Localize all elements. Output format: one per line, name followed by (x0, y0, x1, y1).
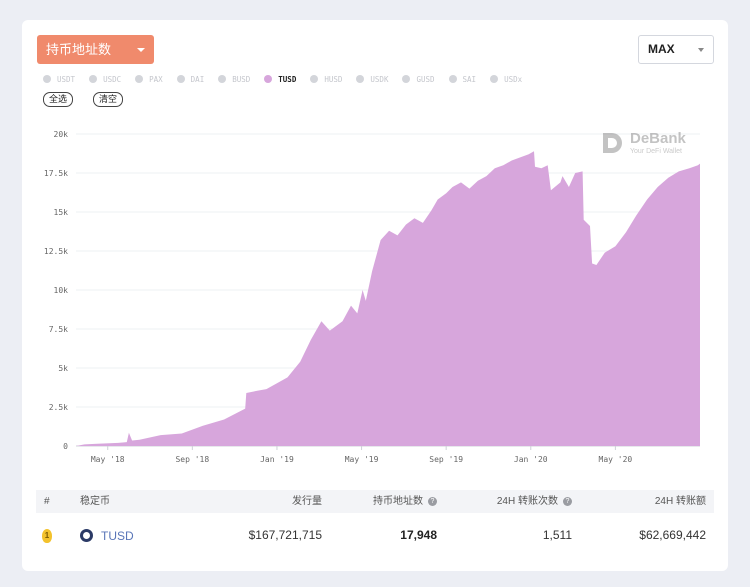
header-holders-label: 持币地址数 (373, 496, 423, 507)
table-header: # 稳定币 发行量 持币地址数? 24H 转账次数? 24H 转账额 (36, 490, 714, 513)
legend-item-sai[interactable]: SAI (448, 72, 477, 86)
y-tick-label: 12.5k (44, 247, 68, 256)
transfers-value: 1,511 (542, 528, 572, 542)
header-volume: 24H 转账额 (654, 496, 706, 507)
legend-item-husd[interactable]: HUSD (310, 72, 342, 86)
header-supply: 发行量 (292, 496, 322, 507)
rank-medal: 1 (42, 513, 52, 557)
legend-item-dai[interactable]: DAI (176, 72, 205, 86)
chevron-down-icon (698, 48, 704, 52)
header-transfers-label: 24H 转账次数 (496, 496, 558, 507)
tusd-coin-icon (80, 529, 93, 543)
x-tick-label: Sep '18 (175, 455, 209, 464)
time-range-label: MAX (648, 42, 675, 56)
supply-value: $167,721,715 (248, 528, 322, 542)
legend-label: TUSD (278, 74, 297, 84)
coin-cell[interactable]: TUSD (80, 513, 134, 558)
legend-dot-icon (490, 75, 499, 83)
help-icon[interactable]: ? (428, 496, 437, 506)
x-tick-label: Sep '19 (429, 455, 463, 464)
select-all-button[interactable]: 全选 (43, 92, 74, 107)
y-tick-label: 5k (58, 364, 68, 373)
stablecoin-card: 持币地址数 MAX USDT USDC PAX DAI BUSD TUSD HUSD USDK… (22, 20, 728, 571)
legend-dot-icon (43, 75, 51, 83)
y-tick-label: 0 (63, 442, 68, 451)
caret-down-icon (137, 48, 145, 52)
legend-item-usdk[interactable]: USDK (356, 72, 388, 86)
legend-item-pax[interactable]: PAX (135, 72, 163, 86)
legend-item-tusd[interactable]: TUSD (264, 72, 296, 86)
x-tick-label: Jan '20 (514, 455, 548, 464)
legend-label: PAX (149, 74, 163, 84)
header-holders[interactable]: 持币地址数? (373, 490, 437, 513)
header-rank: # (44, 496, 50, 507)
legend-dot-icon (264, 75, 273, 83)
clear-button[interactable]: 清空 (93, 92, 124, 107)
x-tick-label: May '18 (91, 455, 125, 464)
legend-label: HUSD (324, 74, 343, 84)
metric-dropdown-label: 持币地址数 (46, 42, 112, 57)
y-tick-label: 17.5k (44, 169, 68, 178)
legend-label: DAI (190, 74, 205, 84)
x-tick-label: May '20 (599, 455, 633, 464)
legend-dot-icon (402, 75, 411, 83)
help-icon[interactable]: ? (563, 496, 572, 506)
legend-label: GUSD (416, 74, 435, 84)
header-coin: 稳定币 (80, 496, 110, 507)
y-tick-label: 20k (54, 130, 69, 139)
legend-label: USDT (57, 74, 76, 84)
debank-watermark: DeBank Your DeFi Wallet (600, 130, 686, 156)
legend-item-busd[interactable]: BUSD (218, 72, 250, 86)
legend-dot-icon (448, 75, 457, 83)
legend-dot-icon (135, 75, 144, 83)
legend-label: BUSD (232, 74, 251, 84)
legend-label: USDx (504, 74, 523, 84)
x-tick-label: May '19 (345, 455, 379, 464)
legend-dot-icon (218, 75, 227, 83)
y-tick-label: 7.5k (49, 325, 68, 334)
debank-logo-icon (603, 133, 622, 153)
series-area-tusd (76, 151, 700, 446)
chart-legend: USDT USDC PAX DAI BUSD TUSD HUSD USDK GUSD SAI USD… (43, 72, 536, 86)
legend-label: USDK (370, 74, 389, 84)
watermark-title: DeBank (630, 129, 686, 147)
stablecoin-table: # 稳定币 发行量 持币地址数? 24H 转账次数? 24H 转账额 1 TUS… (36, 490, 714, 557)
legend-label: SAI (462, 74, 477, 84)
time-range-dropdown[interactable]: MAX (638, 35, 714, 64)
watermark-subtitle: Your DeFi Wallet (630, 147, 683, 155)
legend-item-usdx[interactable]: USDx (490, 72, 522, 86)
legend-item-usdt[interactable]: USDT (43, 72, 75, 86)
y-tick-label: 10k (54, 286, 69, 295)
rank-badge: 1 (42, 528, 52, 543)
y-tick-label: 15k (54, 208, 69, 217)
holders-area-chart: 0 2.5k 5k 7.5k 10k 12.5k 15k 17.5k 20k May '18 Sep… (44, 130, 700, 464)
legend-dot-icon (310, 75, 319, 83)
legend-dot-icon (89, 75, 98, 83)
legend-item-gusd[interactable]: GUSD (402, 72, 435, 86)
metric-dropdown[interactable]: 持币地址数 (37, 35, 154, 64)
header-transfers[interactable]: 24H 转账次数? (497, 490, 572, 513)
y-tick-label: 2.5k (49, 403, 68, 412)
legend-item-usdc[interactable]: USDC (89, 72, 121, 86)
volume-value: $62,669,442 (639, 528, 706, 542)
x-tick-label: Jan '19 (260, 455, 294, 464)
holders-value: 17,948 (400, 528, 437, 542)
table-row[interactable]: 1 TUSD $167,721,715 17,948 1,511 $62,669… (36, 513, 714, 557)
legend-label: USDC (103, 74, 122, 84)
coin-name-link[interactable]: TUSD (101, 528, 134, 543)
legend-dot-icon (356, 75, 365, 83)
legend-dot-icon (176, 75, 185, 83)
